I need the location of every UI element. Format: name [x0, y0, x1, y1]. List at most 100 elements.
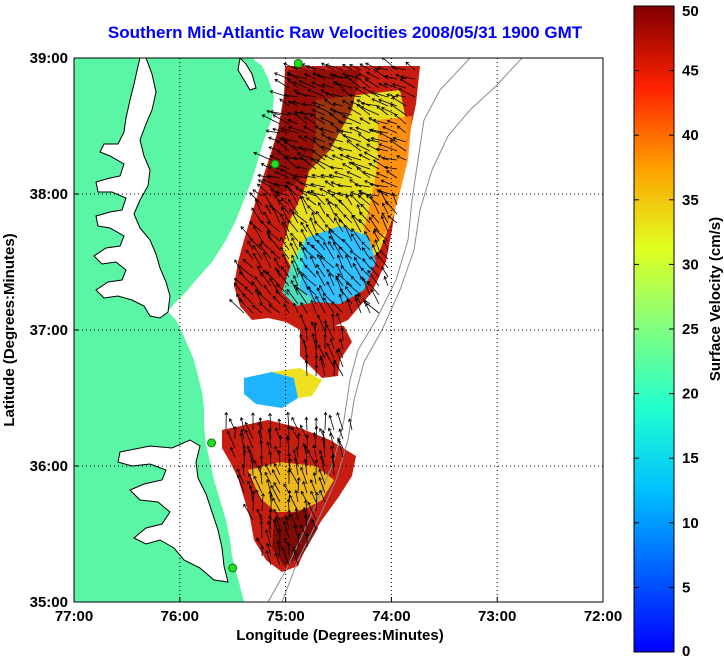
- velocity-arrowhead: [348, 418, 352, 422]
- velocity-arrow: [282, 254, 290, 269]
- velocity-arrowhead: [320, 62, 325, 67]
- velocity-arrowhead: [302, 442, 307, 447]
- velocity-arrowhead: [348, 161, 353, 165]
- velocity-arrowhead: [270, 484, 274, 489]
- velocity-arrowhead: [358, 189, 362, 194]
- velocity-arrow: [370, 267, 380, 278]
- velocity-arrowhead: [357, 73, 362, 77]
- velocity-arrow: [350, 250, 362, 260]
- velocity-arrow: [307, 205, 317, 215]
- velocity-arrowhead: [312, 444, 317, 449]
- velocity-arrowhead: [278, 434, 283, 439]
- velocity-arrowhead: [279, 98, 283, 103]
- velocity-arrowhead: [391, 96, 396, 100]
- velocity-arrow: [346, 155, 362, 161]
- velocity-arrowhead: [311, 211, 315, 216]
- velocity-arrow: [278, 199, 290, 215]
- velocity-arrowhead: [360, 101, 365, 106]
- velocity-arrow: [381, 267, 389, 278]
- velocity-arrow: [272, 497, 281, 512]
- velocity-arrowhead: [364, 230, 368, 235]
- velocity-arrow: [331, 193, 344, 206]
- velocity-arrowhead: [319, 284, 323, 289]
- velocity-arrowhead: [395, 73, 400, 78]
- velocity-arrow: [301, 273, 317, 287]
- colorbar-tick-label: 35: [682, 192, 699, 209]
- velocity-arrowhead: [310, 490, 314, 495]
- velocity-arrowhead: [356, 294, 361, 298]
- velocity-arrow: [277, 541, 281, 557]
- velocity-arrow: [258, 422, 263, 440]
- velocity-arrow: [305, 224, 317, 242]
- velocity-arrowhead: [266, 221, 271, 225]
- velocity-arrowhead: [358, 218, 363, 223]
- velocity-arrowhead: [295, 91, 300, 96]
- velocity-arrow: [267, 543, 272, 557]
- velocity-arrowhead: [280, 127, 285, 131]
- velocity-arrow: [351, 215, 362, 233]
- velocity-arrowhead: [372, 159, 377, 163]
- velocity-arrowhead: [272, 518, 277, 523]
- velocity-arrow: [259, 302, 272, 314]
- velocity-arrowhead: [319, 489, 323, 494]
- velocity-arrow: [253, 475, 263, 494]
- velocity-arrow: [315, 296, 326, 314]
- velocity-arrowhead: [334, 203, 338, 208]
- velocity-arrow: [263, 212, 272, 224]
- velocity-arrowhead: [353, 256, 358, 261]
- velocity-arrow: [314, 322, 317, 341]
- velocity-arrow: [405, 61, 416, 71]
- velocity-arrowhead: [359, 117, 364, 121]
- velocity-arrowhead: [286, 72, 291, 77]
- colorbar-tick-label: 15: [682, 450, 699, 467]
- velocity-arrow: [328, 236, 344, 251]
- velocity-arrowhead: [305, 433, 310, 438]
- velocity-arrowhead: [290, 279, 295, 284]
- velocity-arrowhead: [320, 173, 324, 178]
- velocity-arrowhead: [386, 170, 390, 174]
- velocity-arrowhead: [316, 73, 320, 78]
- velocity-arrow: [315, 232, 326, 242]
- velocity-arrow: [309, 217, 317, 233]
- velocity-arrow: [237, 474, 245, 494]
- velocity-arrow: [242, 464, 245, 476]
- velocity-arrowhead: [259, 520, 264, 524]
- colorbar-ticks: 0 5 10 15 20 25 30 35 40 45 50: [634, 3, 699, 659]
- velocity-arrowhead: [236, 474, 241, 478]
- velocity-arrow: [378, 143, 398, 152]
- velocity-arrow: [261, 455, 263, 467]
- velocity-arrow: [276, 269, 290, 287]
- velocity-arrowhead: [263, 211, 267, 216]
- velocity-arrowhead: [256, 508, 260, 513]
- velocity-arrowhead: [310, 321, 315, 325]
- velocity-arrowhead: [306, 241, 311, 246]
- velocity-arrowhead: [334, 171, 338, 175]
- velocity-arrowhead: [372, 118, 377, 123]
- velocity-arrowhead: [323, 154, 328, 159]
- velocity-arrowhead: [296, 432, 301, 437]
- velocity-arrowhead: [294, 113, 299, 117]
- velocity-arrowhead: [319, 188, 323, 192]
- velocity-arrow: [255, 289, 263, 305]
- velocity-arrow: [281, 137, 299, 143]
- velocity-arrowhead: [269, 110, 274, 114]
- velocity-arrowhead: [326, 213, 330, 218]
- velocity-arrowhead: [312, 136, 317, 141]
- velocity-arrow: [358, 190, 371, 197]
- velocity-arrow: [355, 75, 371, 89]
- velocity-arrow: [253, 225, 263, 242]
- velocity-arrow: [285, 516, 290, 530]
- velocity-arrowhead: [283, 93, 288, 98]
- velocity-arrowhead: [300, 228, 305, 233]
- velocity-arrow: [320, 357, 326, 377]
- velocity-arrow: [324, 180, 335, 188]
- velocity-arrowhead: [383, 82, 388, 87]
- velocity-arrow: [280, 214, 290, 233]
- velocity-arrow: [381, 180, 398, 188]
- velocity-arrowhead: [326, 342, 330, 347]
- velocity-arrow: [244, 286, 254, 296]
- velocity-arrow: [278, 418, 281, 431]
- velocity-arrow: [299, 156, 317, 170]
- velocity-arrowhead: [351, 214, 355, 219]
- velocity-arrowhead: [362, 258, 366, 262]
